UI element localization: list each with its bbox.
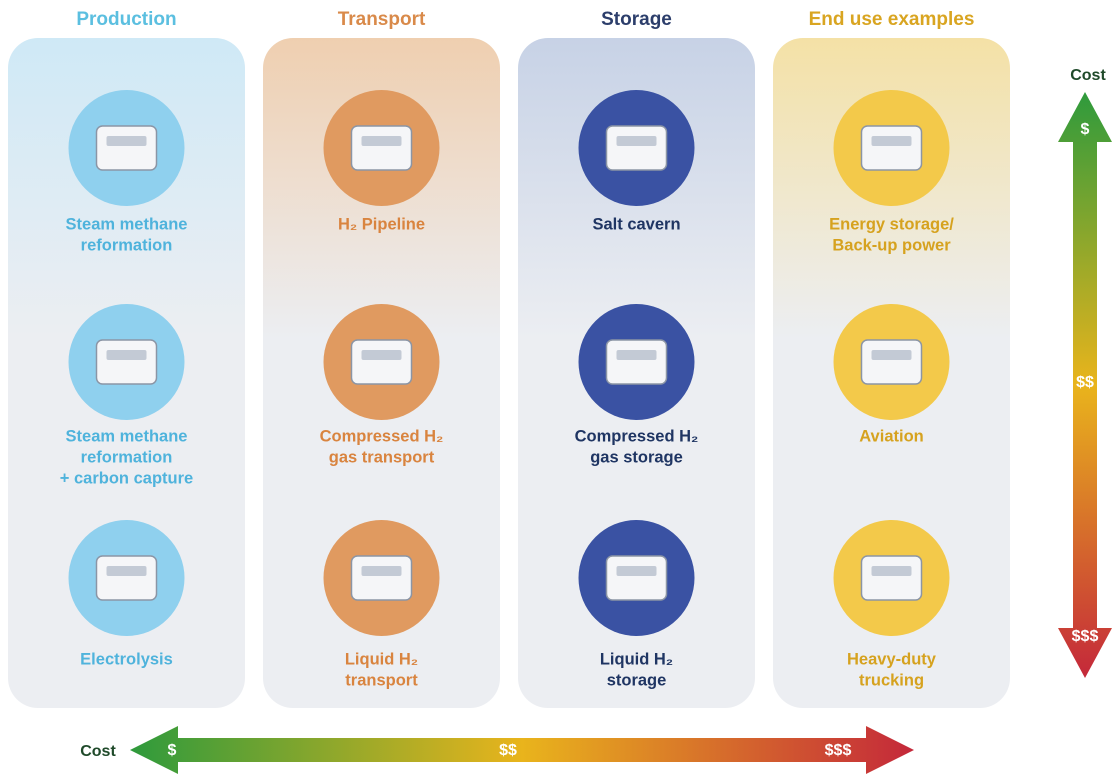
icon-detail (361, 136, 402, 146)
icon-detail (616, 350, 657, 360)
column-title: End use examples (809, 9, 975, 30)
item-label: Liquid H₂ (600, 650, 673, 668)
cost-arrow-vertical (1058, 92, 1112, 678)
item-label: Steam methane (66, 215, 188, 233)
cost-mark: $$$ (825, 742, 852, 759)
cost-label-horizontal: Cost (80, 743, 116, 760)
item-label: reformation (81, 448, 173, 466)
column-title: Transport (338, 9, 426, 30)
item-label: Energy storage/ (829, 215, 954, 233)
item-label: Electrolysis (80, 650, 173, 668)
icon-detail (871, 350, 912, 360)
cost-arrow-horizontal (130, 726, 914, 774)
item-label: storage (607, 671, 667, 689)
icon-detail (361, 566, 402, 576)
item-label: gas transport (329, 448, 435, 466)
column-title: Production (76, 9, 176, 30)
cost-mark: $ (168, 742, 177, 759)
item-label: Compressed H₂ (575, 427, 699, 445)
cost-mark: $$ (499, 742, 517, 759)
item-label: H₂ Pipeline (338, 215, 425, 233)
icon-detail (361, 350, 402, 360)
cost-mark: $ (1081, 121, 1090, 138)
icon-detail (616, 566, 657, 576)
item-label: Heavy-duty (847, 650, 937, 668)
item-label: Salt cavern (592, 215, 680, 233)
icon-body (860, 125, 923, 171)
item-label: Steam methane (66, 427, 188, 445)
icon-detail (871, 566, 912, 576)
icon-body (95, 555, 158, 601)
cost-label-vertical: Cost (1070, 67, 1106, 84)
item-label: + carbon capture (60, 469, 193, 487)
icon-body (605, 125, 668, 171)
item-label: Compressed H₂ (320, 427, 444, 445)
icon-detail (106, 136, 147, 146)
icon-body (605, 339, 668, 385)
item-label: gas storage (590, 448, 683, 466)
icon-body (350, 555, 413, 601)
column-title: Storage (601, 9, 672, 30)
cost-mark: $$$ (1072, 628, 1099, 645)
icon-body (605, 555, 668, 601)
icon-detail (106, 566, 147, 576)
item-label: trucking (859, 671, 924, 689)
icon-body (860, 555, 923, 601)
icon-detail (616, 136, 657, 146)
icon-detail (106, 350, 147, 360)
item-label: Back-up power (832, 236, 951, 254)
item-label: transport (345, 671, 418, 689)
item-label: Liquid H₂ (345, 650, 418, 668)
icon-body (860, 339, 923, 385)
icon-body (95, 339, 158, 385)
item-label: Aviation (859, 427, 923, 445)
icon-detail (871, 136, 912, 146)
icon-body (95, 125, 158, 171)
icon-body (350, 339, 413, 385)
content: Production Steam methane reformation Steam … (8, 9, 1106, 760)
cost-mark: $$ (1076, 374, 1094, 391)
item-label: reformation (81, 236, 173, 254)
icon-body (350, 125, 413, 171)
